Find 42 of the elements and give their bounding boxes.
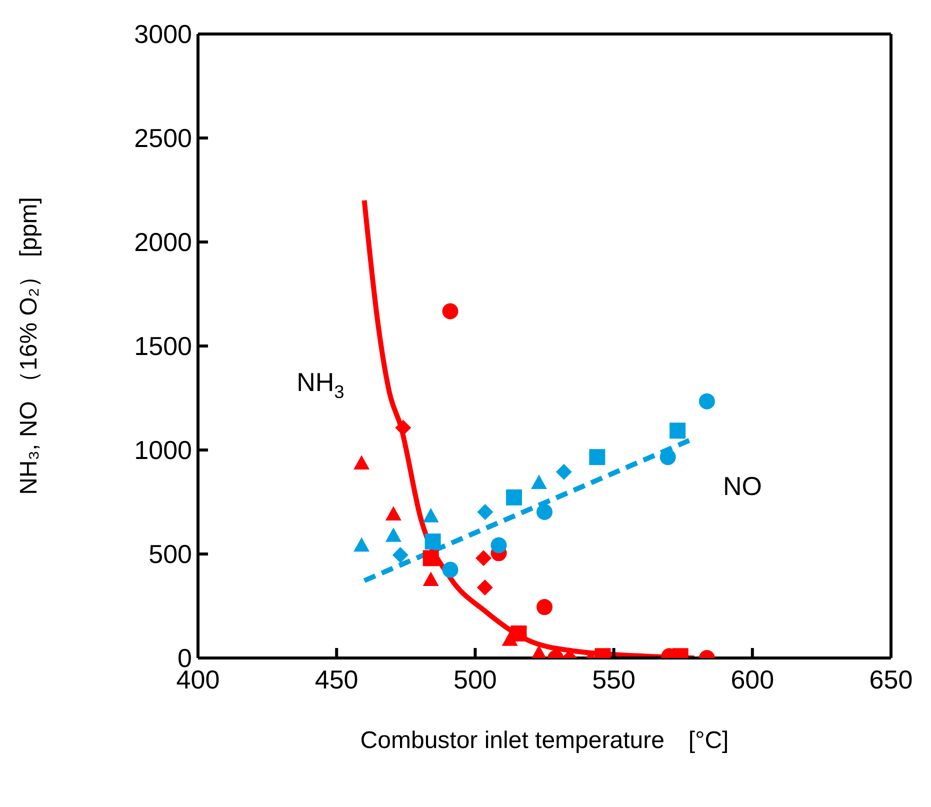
x-axis-title: Combustor inlet temperature [°C] <box>360 727 729 754</box>
point <box>385 527 402 542</box>
x-tick-label: 500 <box>454 664 497 694</box>
point <box>698 393 715 410</box>
point <box>556 464 572 480</box>
point <box>442 562 458 578</box>
point <box>476 579 493 596</box>
x-tick-label: 600 <box>730 664 774 694</box>
annotation: NO <box>723 471 762 502</box>
point <box>442 303 458 320</box>
point <box>536 599 552 616</box>
point <box>422 508 439 522</box>
y-tick-label: 2500 <box>134 123 192 154</box>
annotation: NH$_{3}$ <box>296 366 344 402</box>
point <box>354 455 370 470</box>
point <box>536 504 552 520</box>
point <box>395 420 412 436</box>
point <box>589 449 606 466</box>
point <box>660 449 676 466</box>
y-tick-label: 2000 <box>134 227 192 258</box>
y-tick-label: 1000 <box>134 435 192 466</box>
y-axis-title: NH₃, NO （16% O₂） [ppm] <box>16 197 43 495</box>
point <box>424 534 441 550</box>
point <box>422 550 439 566</box>
point <box>510 625 527 642</box>
x-tick-label: 550 <box>592 664 636 694</box>
x-tick-label: 450 <box>314 664 358 694</box>
y-tick-label: 500 <box>148 539 192 570</box>
point <box>354 537 370 552</box>
y-tick-label: 3000 <box>134 19 192 50</box>
y-tick-label: 1500 <box>134 331 192 362</box>
point <box>392 547 408 564</box>
point <box>530 645 547 658</box>
point <box>490 537 507 554</box>
point <box>670 422 686 439</box>
x-tick-label: 650 <box>869 664 913 694</box>
point <box>477 504 494 520</box>
point <box>385 506 402 520</box>
point <box>422 572 439 586</box>
point <box>506 489 522 506</box>
point <box>530 474 547 490</box>
point <box>476 550 492 566</box>
